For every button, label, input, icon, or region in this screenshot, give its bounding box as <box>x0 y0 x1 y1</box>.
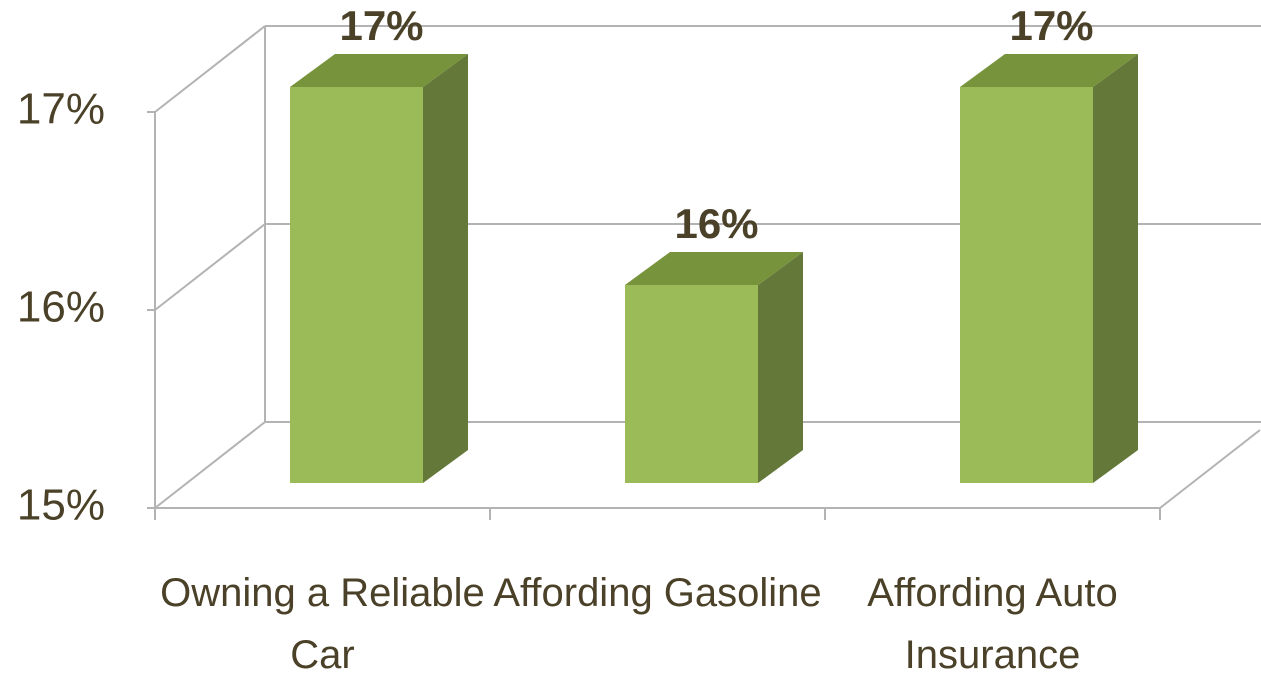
bar-top <box>625 252 803 285</box>
grid-line <box>154 25 266 113</box>
x-tick-label: Affording Gasoline <box>493 571 822 615</box>
bar <box>290 87 423 483</box>
floor-edge <box>1159 429 1261 509</box>
x-tick-label: Owning a Reliable Car <box>160 571 485 677</box>
bar <box>625 285 758 483</box>
bar-side <box>758 252 803 483</box>
y-tick-label: 17% <box>17 85 105 134</box>
bar-side <box>423 54 468 483</box>
data-label: 17% <box>339 2 423 49</box>
grid-line <box>154 223 266 311</box>
y-tick-label: 15% <box>17 481 105 530</box>
x-tick-label: Affording Auto Insurance <box>867 571 1118 677</box>
grid-line <box>154 421 266 509</box>
bar-top <box>960 54 1138 87</box>
bar-top <box>290 54 468 87</box>
data-label: 17% <box>1009 2 1093 49</box>
bar <box>960 87 1093 483</box>
data-label: 16% <box>674 200 758 247</box>
y-tick-label: 16% <box>17 283 105 332</box>
bar-side <box>1093 54 1138 483</box>
